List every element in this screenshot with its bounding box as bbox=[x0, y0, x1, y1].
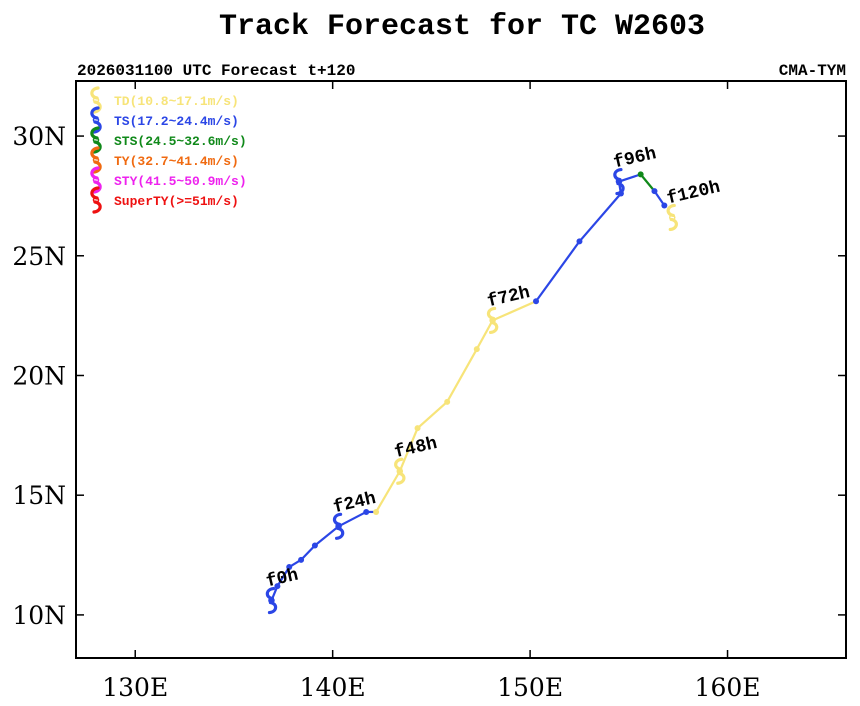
plot-frame bbox=[75, 80, 847, 659]
x-tick-label: 150E bbox=[497, 673, 563, 702]
track-segment bbox=[492, 300, 537, 322]
typhoon-symbol-icon bbox=[486, 306, 499, 335]
track-segment bbox=[314, 525, 340, 547]
track-segment bbox=[398, 427, 419, 472]
typhoon-symbol-icon bbox=[666, 203, 678, 232]
track-segment bbox=[375, 470, 401, 513]
legend-entry-label: TY(32.7~41.4m/s) bbox=[114, 154, 239, 169]
legend-typhoon-icon bbox=[90, 106, 102, 134]
axis-ticks bbox=[76, 81, 846, 658]
legend-entry-label: TD(10.8~17.1m/s) bbox=[114, 94, 239, 109]
track-points bbox=[268, 171, 668, 604]
track-segment bbox=[535, 240, 581, 302]
track-point bbox=[444, 398, 451, 405]
x-tick-label: 130E bbox=[102, 673, 168, 702]
legend-typhoon-icon bbox=[90, 126, 102, 154]
typhoon-symbol-icon bbox=[394, 457, 406, 485]
track-segment bbox=[300, 544, 316, 561]
legend-typhoon-icon bbox=[90, 166, 102, 194]
x-tick-label: 160E bbox=[695, 673, 761, 702]
forecast-time-label: 2026031100 UTC Forecast t+120 bbox=[77, 62, 355, 80]
y-tick-label: 30N bbox=[12, 122, 66, 151]
track-point bbox=[311, 542, 318, 549]
legend-typhoon-icon bbox=[90, 146, 102, 174]
track-point bbox=[373, 508, 380, 515]
track-segment bbox=[446, 348, 478, 403]
track-point bbox=[298, 556, 305, 563]
track-point bbox=[363, 508, 370, 515]
track-segment bbox=[276, 566, 291, 587]
track-point bbox=[274, 583, 281, 590]
y-tick-label: 25N bbox=[12, 242, 66, 271]
track-point bbox=[576, 238, 583, 245]
track-segment bbox=[338, 510, 367, 528]
legend-entry-label: STY(41.5~50.9m/s) bbox=[114, 174, 247, 189]
track-point bbox=[661, 202, 668, 209]
legend-entry-label: SuperTY(>=51m/s) bbox=[114, 194, 239, 209]
legend-typhoon-icon bbox=[90, 86, 102, 114]
track-point bbox=[533, 298, 540, 305]
track-segment bbox=[416, 400, 448, 429]
track-point bbox=[473, 346, 480, 353]
track-segment bbox=[639, 173, 656, 192]
track-point bbox=[414, 425, 421, 432]
y-tick-label: 15N bbox=[12, 481, 66, 510]
legend-entry-label: TS(17.2~24.4m/s) bbox=[114, 114, 239, 129]
y-tick-label: 20N bbox=[12, 361, 66, 390]
typhoon-symbol-icon bbox=[613, 167, 625, 196]
intensity-legend: TD(10.8~17.1m/s) TS(17.2~24.4m/s) STS(24.5… bbox=[90, 86, 247, 214]
axis-tick-labels: 130E 140E 150E 160E 10N 15N 20N 25N 30N bbox=[12, 122, 760, 702]
legend-typhoon-icon bbox=[90, 186, 102, 214]
y-tick-label: 10N bbox=[12, 601, 66, 630]
model-name-label: CMA-TYM bbox=[779, 62, 846, 80]
track-segment bbox=[578, 192, 622, 243]
typhoon-symbol-icon bbox=[265, 586, 278, 615]
track-segment bbox=[475, 319, 494, 350]
legend-entry-label: STS(24.5~32.6m/s) bbox=[114, 134, 247, 149]
x-tick-label: 140E bbox=[300, 673, 366, 702]
chart-title: Track Forecast for TC W2603 bbox=[219, 10, 705, 44]
track-point bbox=[286, 564, 293, 571]
track-point bbox=[637, 171, 644, 178]
typhoon-symbol-icon bbox=[332, 512, 345, 540]
track-segment bbox=[618, 173, 642, 183]
track-point bbox=[651, 188, 658, 195]
